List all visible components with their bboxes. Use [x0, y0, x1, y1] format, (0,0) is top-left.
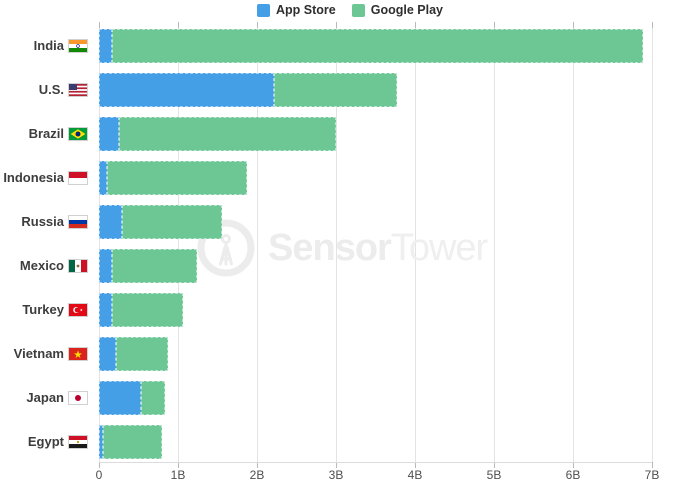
app-store-swatch-icon — [257, 3, 270, 17]
axis-tick-bottom-4B — [415, 462, 416, 468]
gridline-6B — [573, 28, 574, 462]
gridline-1B — [178, 28, 179, 462]
google-play-swatch-icon — [351, 3, 365, 17]
axis-tick-top-3B — [336, 22, 337, 28]
category-label-mexico: Mexico — [19, 258, 64, 273]
category-label-egypt: Egypt — [27, 434, 64, 449]
axis-tick-bottom-1B — [178, 462, 179, 468]
axis-tick-bottom-5B — [494, 462, 495, 468]
bar-brazil-google-play[interactable] — [118, 117, 336, 151]
bar-russia-google-play[interactable] — [121, 205, 223, 239]
bar-mexico-app-store[interactable] — [99, 249, 113, 283]
chart-legend: App Store Google Play — [0, 3, 700, 17]
flag-brazil-icon — [69, 128, 87, 140]
bar-indonesia-google-play[interactable] — [106, 161, 247, 195]
category-label-vietnam: Vietnam — [13, 346, 64, 361]
axis-tick-bottom-0 — [99, 462, 100, 468]
bar-egypt-app-store[interactable] — [99, 425, 103, 459]
x-axis-line — [99, 462, 652, 463]
gridline-2B — [257, 28, 258, 462]
bar-vietnam-app-store[interactable] — [99, 337, 117, 371]
axis-tick-top-0 — [99, 22, 100, 28]
x-axis-label-5B: 5B — [486, 468, 502, 482]
bar-russia-app-store[interactable] — [99, 205, 122, 239]
x-axis-label-2B: 2B — [249, 468, 265, 482]
flag-egypt-icon — [69, 436, 87, 448]
flag-mexico-icon — [69, 260, 87, 272]
category-label-turkey: Turkey — [22, 302, 64, 317]
category-label-russia: Russia — [21, 214, 64, 229]
axis-tick-top-6B — [573, 22, 574, 28]
category-label-us: U.S. — [38, 82, 64, 97]
x-axis-label-0: 0 — [95, 468, 103, 482]
x-axis-label-1B: 1B — [170, 468, 186, 482]
axis-tick-top-4B — [415, 22, 416, 28]
gridline-7B — [652, 28, 653, 462]
gridline-4B — [415, 28, 416, 462]
bar-turkey-app-store[interactable] — [99, 293, 112, 327]
bar-egypt-google-play[interactable] — [102, 425, 163, 459]
axis-tick-bottom-2B — [257, 462, 258, 468]
bar-india-google-play[interactable] — [112, 29, 644, 63]
x-axis-label-3B: 3B — [328, 468, 344, 482]
bar-japan-app-store[interactable] — [99, 381, 141, 415]
category-label-indonesia: Indonesia — [3, 170, 64, 185]
axis-tick-top-7B — [652, 22, 653, 28]
bar-indonesia-app-store[interactable] — [99, 161, 107, 195]
legend-label-app-store: App Store — [276, 3, 336, 17]
x-axis-label-7B: 7B — [644, 468, 660, 482]
gridline-0 — [99, 28, 100, 462]
bar-brazil-app-store[interactable] — [99, 117, 119, 151]
bar-vietnam-google-play[interactable] — [116, 337, 168, 371]
legend-item-app-store[interactable]: App Store — [257, 3, 336, 17]
flag-turkey-icon — [69, 304, 87, 316]
gridline-3B — [336, 28, 337, 462]
x-axis-label-4B: 4B — [407, 468, 423, 482]
flag-india-icon — [69, 40, 87, 52]
legend-label-google-play: Google Play — [370, 3, 443, 17]
category-label-japan: Japan — [26, 390, 64, 405]
axis-tick-top-1B — [178, 22, 179, 28]
flag-russia-icon — [69, 216, 87, 228]
axis-tick-bottom-3B — [336, 462, 337, 468]
axis-tick-bottom-6B — [573, 462, 574, 468]
axis-tick-top-5B — [494, 22, 495, 28]
flag-japan-icon — [69, 392, 87, 404]
flag-indonesia-icon — [69, 172, 87, 184]
watermark-text: SensorTower — [268, 226, 488, 269]
bar-turkey-google-play[interactable] — [111, 293, 183, 327]
bar-japan-google-play[interactable] — [140, 381, 166, 415]
bar-india-app-store[interactable] — [99, 29, 113, 63]
bar-mexico-google-play[interactable] — [112, 249, 197, 283]
legend-item-google-play[interactable]: Google Play — [351, 3, 443, 17]
category-label-india: India — [33, 38, 64, 53]
sensortower-watermark: SensorTower — [196, 218, 488, 278]
bar-us-app-store[interactable] — [99, 73, 275, 107]
flag-vietnam-icon — [69, 348, 87, 360]
flag-us-icon — [69, 84, 87, 96]
axis-tick-top-2B — [257, 22, 258, 28]
category-label-brazil: Brazil — [28, 126, 64, 141]
axis-tick-bottom-7B — [652, 462, 653, 468]
gridline-5B — [494, 28, 495, 462]
x-axis-label-6B: 6B — [565, 468, 581, 482]
bar-us-google-play[interactable] — [274, 73, 397, 107]
